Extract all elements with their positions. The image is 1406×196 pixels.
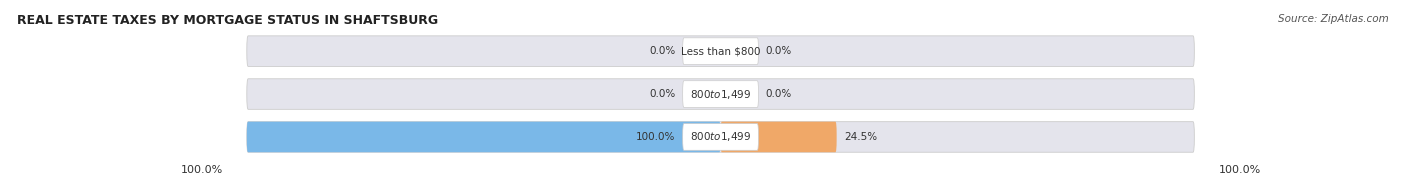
FancyBboxPatch shape: [683, 38, 758, 64]
Text: 100.0%: 100.0%: [180, 164, 222, 174]
FancyBboxPatch shape: [247, 36, 1194, 66]
FancyBboxPatch shape: [247, 122, 1194, 152]
Text: $800 to $1,499: $800 to $1,499: [690, 88, 751, 101]
Text: 0.0%: 0.0%: [650, 89, 675, 99]
Text: REAL ESTATE TAXES BY MORTGAGE STATUS IN SHAFTSBURG: REAL ESTATE TAXES BY MORTGAGE STATUS IN …: [17, 14, 439, 27]
Text: 100.0%: 100.0%: [1219, 164, 1261, 174]
Text: Source: ZipAtlas.com: Source: ZipAtlas.com: [1278, 14, 1389, 24]
FancyBboxPatch shape: [247, 122, 721, 152]
Text: Less than $800: Less than $800: [681, 46, 761, 56]
FancyBboxPatch shape: [247, 79, 1194, 109]
Text: 0.0%: 0.0%: [766, 46, 792, 56]
Text: 24.5%: 24.5%: [844, 132, 877, 142]
FancyBboxPatch shape: [683, 124, 758, 150]
Text: $800 to $1,499: $800 to $1,499: [690, 131, 751, 143]
Text: 0.0%: 0.0%: [766, 89, 792, 99]
FancyBboxPatch shape: [683, 81, 758, 107]
Text: 100.0%: 100.0%: [636, 132, 675, 142]
Text: 0.0%: 0.0%: [650, 46, 675, 56]
FancyBboxPatch shape: [721, 122, 837, 152]
